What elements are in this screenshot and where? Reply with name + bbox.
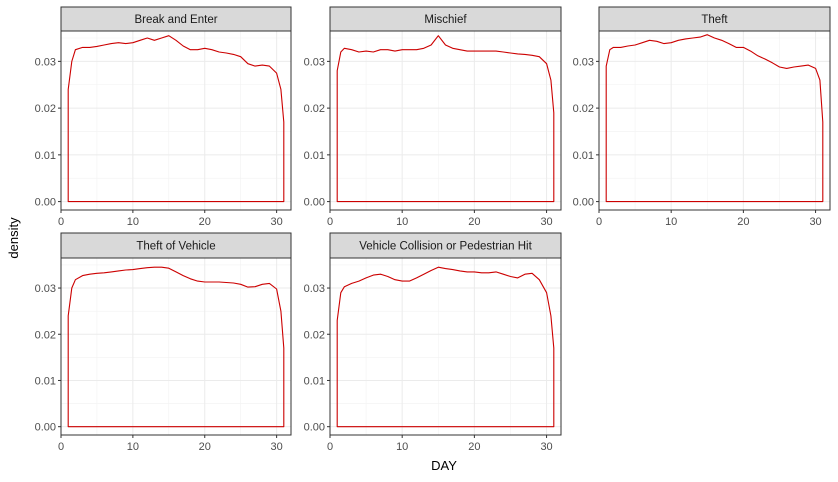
x-tick-label: 0 — [327, 216, 333, 228]
facet-strip — [598, 6, 831, 32]
x-tick-label: 10 — [396, 441, 408, 453]
x-axis-title: DAY — [431, 458, 457, 473]
x-tick-label: 0 — [58, 216, 64, 228]
plot-background — [61, 31, 291, 210]
x-tick-label: 30 — [809, 216, 821, 228]
plot-background — [61, 258, 291, 435]
plot-background — [330, 31, 561, 210]
x-tick-label: 0 — [596, 216, 602, 228]
facet-panel: Theft 0.00 0.01 0.02 0.03 0 10 20 30 — [573, 6, 831, 228]
facet-strip — [329, 232, 562, 259]
facet-strip — [60, 232, 292, 259]
y-tick-label: 0.01 — [304, 150, 325, 162]
density-curve — [67, 35, 285, 203]
y-tick-label: 0.01 — [35, 375, 56, 387]
y-tick-label: 0.03 — [573, 56, 594, 68]
facet-panel: Break and Enter 0.00 0.01 0.02 0.03 0 10 20 30 — [35, 6, 292, 228]
facet-title: Break and Enter — [134, 14, 217, 26]
x-tick-label: 30 — [271, 216, 283, 228]
y-tick-label: 0.03 — [304, 283, 325, 295]
facet-title: Theft of Vehicle — [136, 241, 215, 253]
x-tick-label: 0 — [58, 441, 64, 453]
x-tick-label: 20 — [468, 441, 480, 453]
facet-strip — [60, 6, 292, 32]
panel-border — [329, 30, 562, 211]
y-tick-label: 0.01 — [304, 375, 325, 387]
y-tick-label: 0.03 — [35, 283, 56, 295]
x-tick-label: 10 — [665, 216, 677, 228]
panel-border — [60, 30, 292, 211]
y-tick-label: 0.00 — [573, 197, 594, 209]
y-axis-title: density — [6, 217, 21, 259]
x-tick-label: 20 — [737, 216, 749, 228]
facet-panel: Mischief 0.00 0.01 0.02 0.03 0 10 20 30 — [304, 6, 562, 228]
x-tick-label: 30 — [540, 441, 552, 453]
facet-title: Mischief — [424, 14, 467, 26]
y-tick-label: 0.00 — [304, 197, 325, 209]
x-tick-label: 20 — [199, 441, 211, 453]
density-curve — [605, 34, 824, 203]
y-tick-label: 0.02 — [35, 103, 56, 115]
x-tick-label: 20 — [199, 216, 211, 228]
plot-background — [599, 31, 830, 210]
density-curve — [67, 266, 285, 428]
y-tick-label: 0.00 — [35, 197, 56, 209]
density-curve — [336, 266, 555, 428]
y-tick-label: 0.02 — [573, 103, 594, 115]
y-tick-label: 0.00 — [304, 422, 325, 434]
facet-title: Theft — [701, 14, 728, 26]
x-tick-label: 30 — [271, 441, 283, 453]
y-tick-label: 0.02 — [304, 103, 325, 115]
x-tick-label: 10 — [396, 216, 408, 228]
panel-border — [329, 257, 562, 436]
y-tick-label: 0.01 — [573, 150, 594, 162]
y-tick-label: 0.02 — [304, 329, 325, 341]
x-tick-label: 10 — [127, 216, 139, 228]
x-tick-label: 0 — [327, 441, 333, 453]
facet-panel: Vehicle Collision or Pedestrian Hit0.000… — [304, 232, 562, 453]
facet-title: Vehicle Collision or Pedestrian Hit — [359, 241, 532, 253]
y-tick-label: 0.01 — [35, 150, 56, 162]
facet-strip — [329, 6, 562, 32]
plot-background — [330, 258, 561, 435]
x-tick-label: 10 — [127, 441, 139, 453]
panel-border — [60, 257, 292, 436]
y-tick-label: 0.02 — [35, 329, 56, 341]
density-curve — [336, 35, 555, 203]
x-tick-label: 30 — [540, 216, 552, 228]
y-tick-label: 0.03 — [35, 56, 56, 68]
facet-panel: Theft of Vehicle 0.00 0.01 0.02 0.03 0 10 20 30 — [35, 232, 292, 453]
y-tick-label: 0.03 — [304, 56, 325, 68]
x-tick-label: 20 — [468, 216, 480, 228]
y-tick-label: 0.00 — [35, 422, 56, 434]
panel-border — [598, 30, 831, 211]
